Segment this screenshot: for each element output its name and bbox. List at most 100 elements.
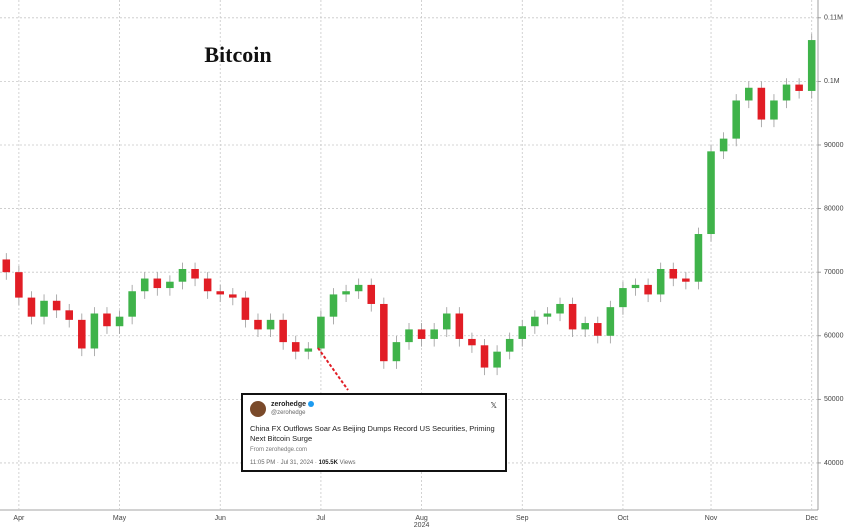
candle-body — [103, 313, 111, 327]
candle-body — [518, 326, 527, 339]
y-tick-label: 40000 — [824, 460, 844, 467]
x-tick-label: Sep — [516, 515, 529, 522]
candle-body — [191, 268, 199, 279]
candle-body — [543, 313, 552, 317]
y-tick-label: 50000 — [824, 396, 844, 403]
candle-body — [707, 151, 715, 235]
candle-body — [52, 300, 61, 311]
candle-body — [782, 84, 791, 101]
x-tick-label: Apr — [13, 515, 25, 522]
candle-body — [367, 284, 376, 304]
x-tick-label: Dec — [805, 515, 818, 522]
candle-body — [694, 234, 703, 282]
x-tick-label: May — [113, 515, 127, 522]
y-tick-label: 90000 — [824, 142, 844, 149]
candle-body — [15, 272, 23, 298]
candle-body — [115, 316, 124, 327]
year-label: 2024 — [414, 522, 430, 529]
tweet-card: zerohedge @zerohedge 𝕏 China FX Outflows… — [241, 393, 507, 472]
candle-body — [380, 303, 388, 362]
verified-badge — [308, 401, 315, 408]
candle-body — [719, 138, 728, 152]
candle-body — [644, 284, 652, 295]
candle-body — [392, 342, 401, 362]
candle-body — [317, 316, 325, 349]
candle-body — [430, 329, 438, 339]
candle-body — [593, 323, 602, 336]
candle-body — [140, 278, 149, 292]
candle-body — [178, 268, 187, 282]
x-logo: 𝕏 — [490, 401, 497, 410]
candle-body — [78, 319, 86, 349]
candle-body — [153, 278, 162, 289]
candle-body — [568, 303, 577, 330]
candle-body — [40, 300, 48, 317]
tweet-meta: 11:05 PM · Jul 31, 2024 · 105.5K Views — [250, 460, 356, 466]
tweet-views: 105.5K — [318, 460, 338, 466]
candle-body — [241, 297, 250, 320]
x-tick-label: Oct — [617, 515, 628, 522]
candle-body — [342, 291, 350, 295]
candle-body — [304, 348, 313, 352]
candle-body — [581, 323, 589, 330]
avatar — [250, 401, 266, 417]
candle-body — [27, 297, 36, 317]
candle-body — [505, 338, 514, 352]
candle-body — [631, 284, 640, 289]
tweet-name: zerohedge — [271, 401, 315, 408]
candle-body — [229, 294, 237, 298]
tweet-source: From zerohedge.com — [250, 447, 308, 453]
candle-body — [795, 84, 803, 91]
y-tick-label: 80000 — [824, 205, 844, 212]
candle-body — [745, 87, 753, 101]
candle-body — [254, 319, 262, 330]
candle-body — [279, 319, 287, 343]
chart-title: Bitcoin — [204, 42, 271, 67]
candle-body — [807, 40, 816, 91]
candle-body — [216, 291, 225, 295]
candle-body — [65, 310, 73, 320]
tweet-time: 11:05 PM · Jul 31, 2024 · — [250, 460, 317, 466]
x-tick-label: Jun — [215, 515, 226, 522]
candle-body — [455, 313, 464, 339]
candle-body — [417, 329, 426, 339]
candle-body — [669, 268, 678, 279]
candle-body — [2, 259, 11, 273]
candle-body — [531, 316, 539, 327]
y-tick-label: 60000 — [824, 333, 844, 340]
candle-body — [405, 329, 413, 343]
candle-body — [90, 313, 99, 349]
candle-body — [442, 313, 451, 330]
tweet-text: China FX Outflows Soar As Beijing Dumps … — [250, 424, 495, 443]
candle-body — [468, 338, 476, 346]
candle-body — [203, 278, 212, 292]
candle-body — [606, 307, 615, 336]
candle-body — [682, 278, 690, 282]
y-tick-label: 0.11M — [824, 15, 843, 22]
candle-body — [480, 345, 489, 368]
tweet-name-text: zerohedge — [271, 401, 307, 408]
candle-body — [128, 291, 136, 317]
tweet-views-label: Views — [339, 460, 356, 466]
arrow — [317, 347, 349, 391]
candle-body — [493, 351, 501, 368]
y-tick-label: 0.1M — [824, 78, 840, 85]
candle-body — [291, 342, 300, 352]
candle-body — [757, 87, 766, 120]
candle-body — [732, 100, 740, 139]
candle-body — [619, 288, 627, 308]
y-tick-label: 70000 — [824, 269, 844, 276]
candle-body — [770, 100, 778, 120]
x-tick-label: Nov — [705, 515, 718, 522]
candle-body — [354, 284, 363, 292]
candle-body — [329, 294, 338, 317]
candle-body — [556, 303, 564, 314]
candle-body — [166, 281, 174, 289]
candle-body — [656, 268, 665, 295]
x-tick-label: Aug — [415, 515, 428, 522]
tweet-handle: @zerohedge — [271, 410, 306, 416]
x-tick-label: Jul — [316, 515, 325, 522]
candle-body — [266, 319, 275, 330]
